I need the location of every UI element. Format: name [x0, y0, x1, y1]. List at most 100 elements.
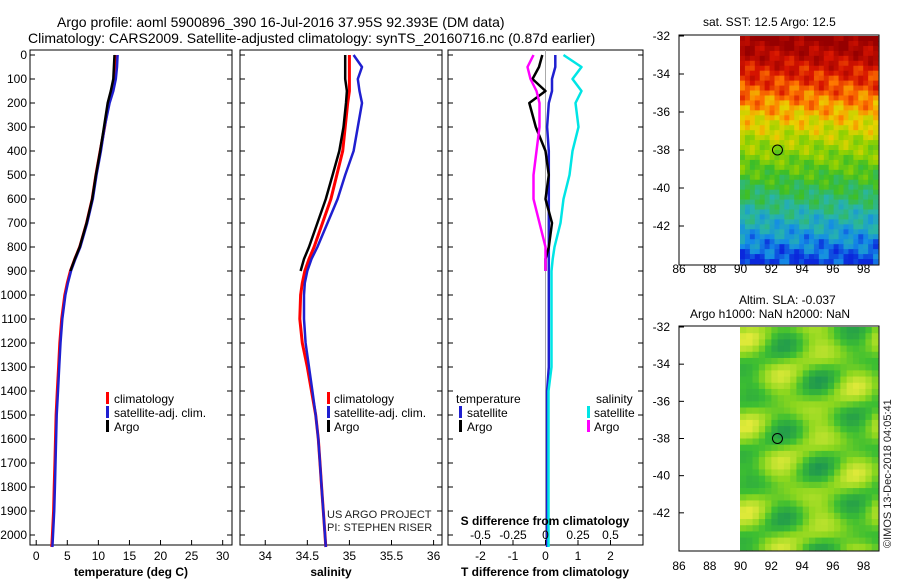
sst-map-cell [789, 199, 795, 205]
sla-map-cell [758, 506, 766, 514]
sst-map-cell [823, 249, 830, 255]
sst-map-cell [833, 199, 839, 205]
sst-map-cell [813, 164, 820, 171]
sst-map-cell [843, 100, 849, 106]
sst-map-cell [759, 50, 766, 57]
sla-map-cell [840, 444, 848, 452]
sst-map-cell [799, 224, 805, 230]
sst-map-cell [740, 130, 746, 136]
sla-map-cell [846, 488, 854, 495]
sst-map-cell [804, 95, 810, 101]
sla-map-cell [758, 407, 766, 415]
sst-map-cell [863, 159, 869, 166]
sla-map-cell [815, 450, 822, 458]
sst-map-cell [784, 125, 790, 131]
sla-map-cell [859, 382, 866, 390]
sla-map-cell [777, 357, 785, 365]
sst-map-cell [769, 110, 775, 116]
sst-map-cell [784, 249, 790, 255]
sst-map-cell [794, 189, 800, 196]
sla-map-cell [758, 357, 766, 365]
sla-map-cell [865, 357, 873, 365]
sla-map-cell [765, 500, 772, 508]
sst-map-cell [833, 36, 839, 42]
sst-map-cell [823, 80, 830, 86]
sst-map-cell [744, 234, 751, 240]
sla-map-cell [765, 469, 772, 477]
sla-map-cell [834, 488, 841, 495]
sst-map-cell [873, 159, 879, 166]
sst-map-cell [868, 80, 874, 86]
sst-map-cell [740, 254, 746, 260]
sla-map-cell [740, 494, 747, 501]
sst-map-cell [779, 204, 785, 210]
sst-map-cell [853, 120, 859, 126]
sst-map-cell [804, 150, 810, 156]
map-lon-tick-label: 98 [857, 262, 871, 276]
sst-map-cell [779, 154, 785, 161]
sst-map-cell [740, 150, 746, 156]
sst-map-cell [744, 189, 751, 196]
sst-map-cell [769, 135, 775, 141]
sst-map-cell [799, 169, 805, 176]
map-lat-tick-label: -32 [653, 320, 671, 334]
sst-map-cell [749, 110, 756, 116]
sla-map-cell [777, 370, 785, 377]
sla-map-cell [746, 438, 753, 446]
sst-map-cell [818, 70, 825, 77]
sst-map-cell [794, 219, 800, 225]
sst-map-cell [804, 244, 810, 250]
sla-map-cell [809, 457, 816, 464]
sst-map-cell [858, 125, 864, 131]
sst-map-cell [863, 36, 869, 42]
sst-map-cell [868, 244, 874, 250]
sst-map-cell [774, 55, 780, 62]
sla-map-cell [765, 488, 772, 495]
sla-map-cell [834, 413, 841, 421]
sla-map-cell [783, 463, 791, 470]
sst-map-cell [853, 214, 859, 220]
sla-map-cell [752, 543, 760, 551]
sst-map-cell [769, 115, 775, 121]
sst-map-cell [754, 209, 761, 215]
sla-map-cell [777, 333, 785, 340]
sst-map-cell [813, 70, 820, 77]
sst-map-cell [804, 214, 810, 220]
sla-map-cell [752, 537, 760, 545]
depth-tick-label: 1000 [0, 288, 27, 302]
sst-map-cell [828, 140, 835, 146]
sst-map-cell [809, 120, 815, 126]
sst-map-cell [848, 120, 854, 126]
sla-map-cell [852, 395, 860, 402]
sla-map-cell [809, 537, 816, 545]
sla-map-cell [771, 395, 779, 402]
sst-map-cell [868, 120, 874, 126]
sst-map-cell [863, 145, 869, 151]
sst-map-cell [809, 259, 815, 265]
sst-map-cell [774, 194, 780, 200]
sst-map-cell [794, 65, 800, 72]
sla-map-cell [771, 364, 779, 371]
sst-map-cell [818, 179, 825, 186]
sst-map-cell [843, 254, 849, 260]
sla-map-cell [840, 388, 848, 396]
sst-map-cell [828, 36, 835, 42]
depth-tick-label: 1700 [0, 456, 27, 470]
sst-map-cell [774, 189, 780, 196]
sla-map-cell [752, 345, 760, 353]
sst-map-cell [868, 65, 874, 72]
sla-map-cell [834, 339, 841, 346]
sst-map-cell [848, 174, 854, 181]
sla-map-cell [790, 519, 797, 526]
sla-map-cell [809, 494, 816, 501]
sst-map-cell [799, 150, 805, 156]
sst-map-cell [740, 40, 746, 47]
sst-map-cell [769, 125, 775, 131]
sst-map-cell [873, 65, 879, 72]
sla-map-cell [852, 370, 860, 377]
sst-map-cell [838, 65, 844, 72]
sst-map-cell [804, 65, 810, 72]
sst-map-cell [804, 75, 810, 82]
sst-map-cell [759, 164, 766, 171]
sst-map-cell [804, 100, 810, 106]
